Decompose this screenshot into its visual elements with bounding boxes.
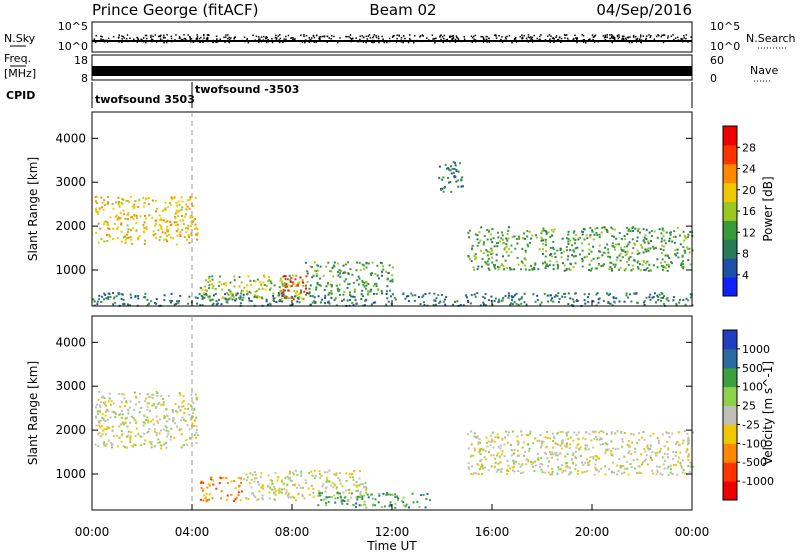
xtick-7: 00:00 <box>675 525 710 539</box>
velocity-feature-5 <box>467 430 694 476</box>
xtick-4: 12:00 <box>375 525 410 539</box>
freq-label: Freq. <box>4 52 31 65</box>
power-cbar-tick-1: 4 <box>742 269 749 282</box>
velocity-ytick-3: 3000 <box>55 379 86 393</box>
velocity-feature-2 <box>199 476 243 503</box>
freq-panel: Freq. [MHz] Nave 18 8 60 0 <box>4 52 778 85</box>
power-ylabel: Slant Range [km] <box>26 157 40 261</box>
velocity-cbar-swatch-8 <box>723 348 737 369</box>
velocity-cbar-swatch-4 <box>723 424 737 444</box>
power-cbar-swatch-8 <box>723 144 737 165</box>
velocity-cbar-tick-3: -100 <box>742 437 767 450</box>
power-cbar-swatch-2 <box>723 258 737 278</box>
velocity-cbar-tick-2: -500 <box>742 456 767 469</box>
xtick-2: 04:00 <box>175 525 210 539</box>
velocity-cbar-tick-8: 1000 <box>742 343 770 356</box>
freq-right-tick-bottom: 0 <box>710 72 717 85</box>
time-xlabel: Time UT <box>366 539 417 553</box>
freq-right-tick-top: 60 <box>710 54 724 67</box>
power-feature-2 <box>199 274 304 301</box>
power-cbar-tick-3: 12 <box>742 226 756 239</box>
freq-unit-label: [MHz] <box>4 67 36 80</box>
power-cbar-swatch-7 <box>723 163 737 184</box>
velocity-cbar-tick-1: -1000 <box>742 475 774 488</box>
freq-left-tick-bottom: 8 <box>81 72 88 85</box>
power-feature-1 <box>94 195 199 246</box>
velocity-cbar-swatch-7 <box>723 367 737 388</box>
velocity-cbar-swatch-3 <box>723 443 737 463</box>
power-feature-5 <box>467 226 694 272</box>
velocity-cbar-tick-5: 25 <box>742 400 756 413</box>
power-cbar-swatch-6 <box>723 182 737 203</box>
cpid-row: CPID twofsound 3503 twofsound -3503 <box>6 82 693 108</box>
velocity-cbar-swatch-9 <box>723 330 737 350</box>
power-cbar-tick-5: 20 <box>742 184 756 197</box>
noise-left-tick-top: 10^5 <box>58 20 88 33</box>
xtick-1: 00:00 <box>75 525 110 539</box>
power-cbar-tick-4: 16 <box>742 205 756 218</box>
xtick-6: 20:00 <box>575 525 610 539</box>
power-feature-6 <box>438 161 464 193</box>
power-cbar-swatch-9 <box>723 126 737 146</box>
xtick-3: 08:00 <box>275 525 310 539</box>
date-title: 04/Sep/2016 <box>596 1 692 19</box>
velocity-ytick-4: 4000 <box>55 335 86 349</box>
cpid-segment-1: twofsound 3503 <box>95 93 195 106</box>
velocity-cbar-swatch-6 <box>723 386 737 407</box>
cpid-segment-2: twofsound -3503 <box>195 83 299 96</box>
velocity-cbar-tick-6: 100 <box>742 381 763 394</box>
power-panel: 1000 2000 3000 4000 Slant Range [km] 4 8 12 16… <box>26 111 775 308</box>
power-ytick-1: 1000 <box>55 263 86 277</box>
noise-left-tick-bottom: 10^0 <box>58 40 88 53</box>
nsearch-label: N.Search <box>746 32 796 45</box>
velocity-ytick-2: 2000 <box>55 423 86 437</box>
power-cbar-swatch-1 <box>723 277 737 297</box>
velocity-feature-3 <box>243 469 368 502</box>
power-cbar-label: Power [dB] <box>761 176 775 241</box>
freq-band <box>92 66 692 76</box>
power-ytick-3: 3000 <box>55 175 86 189</box>
velocity-ytick-1: 1000 <box>55 467 86 481</box>
station-title: Prince George (fitACF) <box>92 1 258 19</box>
velocity-cbar-label: Velocity [m s^-1] <box>761 361 775 465</box>
xtick-5: 16:00 <box>475 525 510 539</box>
power-ytick-2: 2000 <box>55 219 86 233</box>
nsky-label: N.Sky <box>4 32 36 45</box>
velocity-feature-4 <box>317 491 431 509</box>
velocity-cbar-swatch-1 <box>723 481 737 501</box>
power-ytick-4: 4000 <box>55 131 86 145</box>
noise-panel: N.Sky N.Search 10^5 10^0 10^5 10^0 <box>4 20 796 53</box>
velocity-cbar-tick-4: -25 <box>742 418 760 431</box>
velocity-feature-1 <box>94 390 199 450</box>
cpid-label: CPID <box>6 89 35 102</box>
nave-label: Nave <box>750 64 778 77</box>
power-feature-7 <box>92 292 694 308</box>
noise-right-tick-top: 10^5 <box>710 20 740 33</box>
power-cbar-tick-2: 8 <box>742 248 749 261</box>
power-cbar-tick-7: 28 <box>742 141 756 154</box>
velocity-ylabel: Slant Range [km] <box>26 361 40 465</box>
power-cbar-tick-6: 24 <box>742 163 756 176</box>
power-cbar-swatch-3 <box>723 239 737 259</box>
power-cbar-swatch-4 <box>723 220 737 240</box>
velocity-panel: 1000 2000 3000 4000 00:00 04:00 08:00 12:00 16:… <box>26 300 775 553</box>
velocity-cbar-swatch-2 <box>723 462 737 482</box>
power-cbar-swatch-5 <box>723 201 737 221</box>
power-feature-4 <box>304 261 394 294</box>
velocity-cbar-tick-7: 500 <box>742 362 763 375</box>
noise-right-tick-bottom: 10^0 <box>710 40 740 53</box>
velocity-cbar-swatch-5 <box>723 405 737 425</box>
freq-left-tick-top: 18 <box>74 54 88 67</box>
beam-title: Beam 02 <box>369 1 436 19</box>
